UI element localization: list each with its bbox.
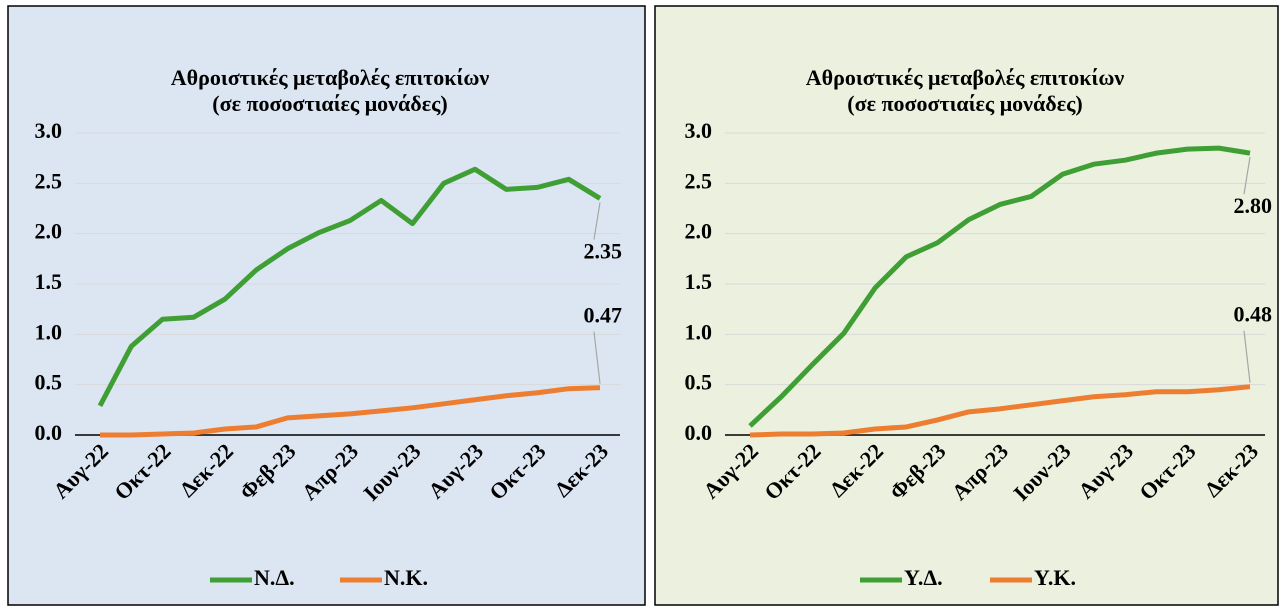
data-label: 0.47 — [584, 303, 623, 328]
leader-line — [593, 331, 601, 384]
y-tick-label: 1.5 — [35, 269, 63, 294]
chart-title: Αθροιστικές μεταβολές επιτοκίων — [806, 65, 1125, 90]
data-label: 2.35 — [584, 238, 623, 263]
panel-right — [654, 5, 1279, 606]
panel-left — [7, 5, 646, 606]
y-tick-label: 2.0 — [35, 219, 63, 244]
y-tick-label: 2.5 — [35, 168, 63, 193]
data-label: 2.80 — [1234, 193, 1273, 218]
y-tick-label: 1.0 — [35, 319, 63, 344]
y-tick-label: 0.0 — [685, 420, 713, 445]
y-tick-label: 1.0 — [685, 319, 713, 344]
chart-subtitle: (σε ποσοστιαίες μονάδες) — [847, 91, 1082, 116]
legend-label: Ν.Κ. — [384, 565, 428, 590]
y-tick-label: 3.0 — [35, 118, 63, 143]
chart-subtitle: (σε ποσοστιαίες μονάδες) — [212, 91, 447, 116]
line-series — [748, 145, 1251, 428]
line-series — [749, 384, 1251, 438]
y-tick-label: 0.0 — [35, 420, 63, 445]
chart-title: Αθροιστικές μεταβολές επιτοκίων — [171, 65, 490, 90]
legend-label: Υ.Δ. — [904, 565, 943, 590]
y-tick-label: 1.5 — [685, 269, 713, 294]
leader-line — [1243, 157, 1251, 195]
data-label: 0.48 — [1234, 302, 1273, 327]
line-series — [100, 385, 601, 438]
y-tick-label: 2.5 — [685, 168, 713, 193]
legend-label: Υ.Κ. — [1034, 565, 1076, 590]
y-tick-label: 0.5 — [35, 370, 63, 395]
line-series — [97, 166, 602, 407]
y-tick-label: 0.5 — [685, 370, 713, 395]
leader-line — [593, 202, 601, 240]
legend-label: Ν.Δ. — [254, 565, 295, 590]
leader-line — [1243, 330, 1251, 383]
y-tick-label: 2.0 — [685, 219, 713, 244]
y-tick-label: 3.0 — [685, 118, 713, 143]
